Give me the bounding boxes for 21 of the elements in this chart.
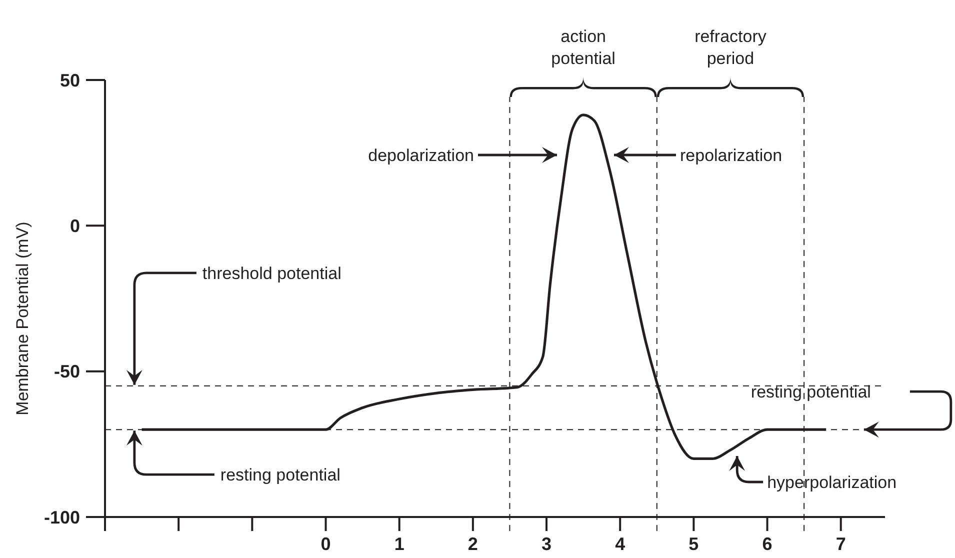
y-axis-title: Membrane Potential (mV) bbox=[13, 222, 32, 416]
x-tick-label: 5 bbox=[688, 534, 699, 554]
annotation: resting potential bbox=[220, 466, 340, 485]
x-tick-label: 1 bbox=[394, 534, 404, 554]
annotation: resting potential bbox=[750, 382, 871, 402]
annotation: repolarization bbox=[680, 146, 782, 165]
annotation: threshold potential bbox=[202, 264, 342, 283]
y-tick-label: 50 bbox=[60, 70, 80, 90]
text: action potential bbox=[551, 27, 616, 68]
y-tick-label: 0 bbox=[70, 216, 80, 236]
x-tick-label: 6 bbox=[762, 534, 772, 554]
y-tick-label: -50 bbox=[54, 362, 80, 382]
annotation: hyperpolarization bbox=[767, 472, 897, 492]
y-tick-label: -100 bbox=[44, 507, 80, 528]
x-tick-label: 4 bbox=[615, 534, 626, 554]
x-tick-label: 0 bbox=[320, 534, 331, 554]
x-tick-label: 7 bbox=[836, 534, 846, 554]
text: refractory period bbox=[694, 27, 767, 68]
x-tick-label: 3 bbox=[542, 534, 552, 554]
x-tick-label: 2 bbox=[468, 534, 478, 554]
annotation: depolarization bbox=[368, 146, 474, 165]
